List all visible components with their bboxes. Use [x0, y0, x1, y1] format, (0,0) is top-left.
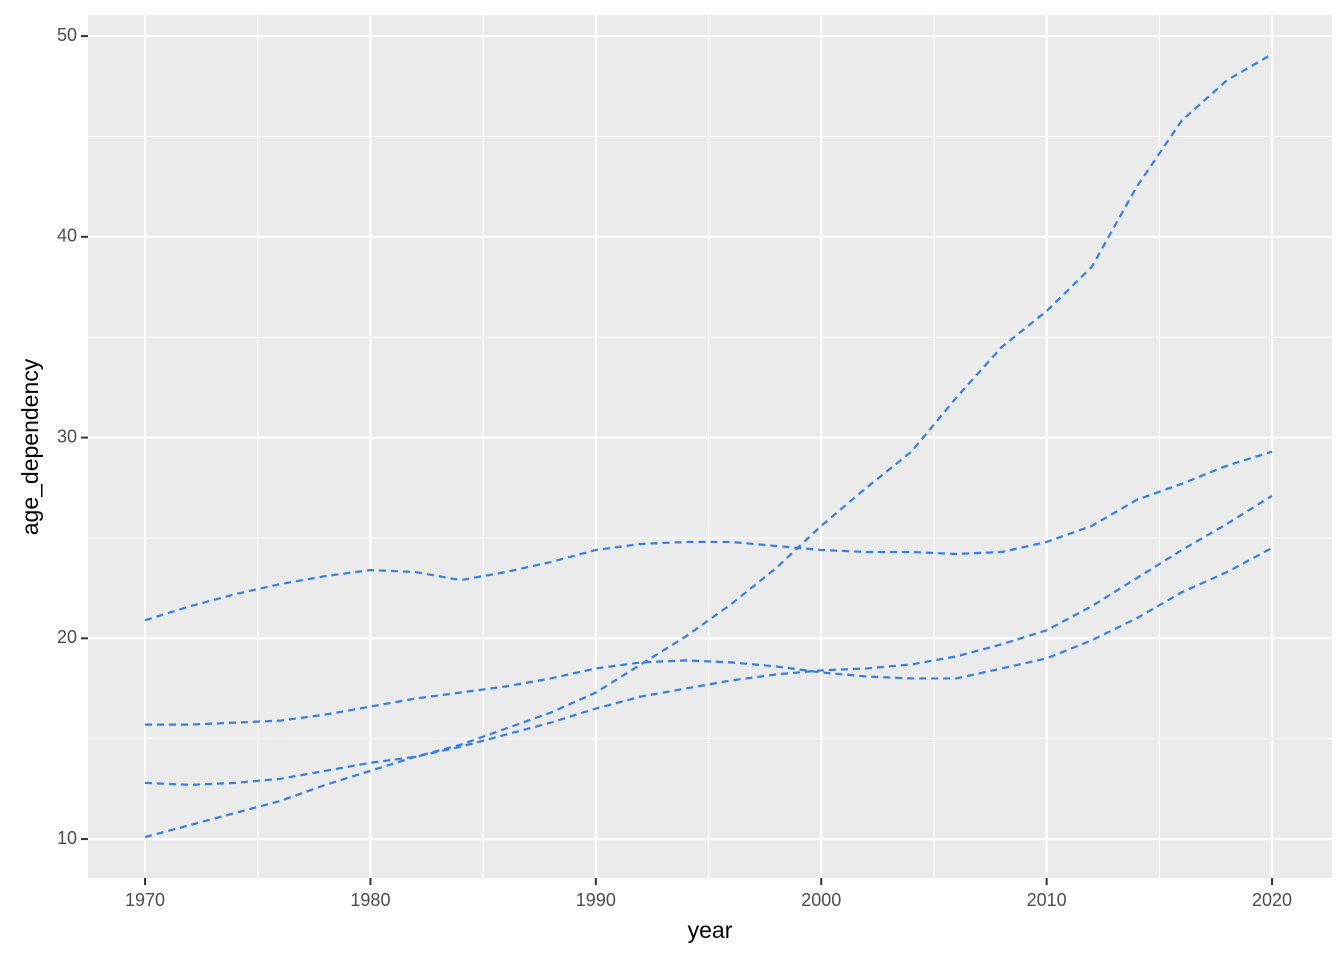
y-axis-title: age_dependency — [17, 358, 43, 535]
y-tick-label: 20 — [57, 627, 77, 647]
x-axis-title: year — [688, 917, 733, 943]
series-line — [144, 53, 1273, 839]
panel — [88, 15, 1332, 878]
y-tick-label: 30 — [57, 426, 77, 446]
x-tick-label: 2000 — [801, 890, 841, 910]
x-tick-label: 2010 — [1027, 890, 1067, 910]
x-tick-label: 2020 — [1252, 890, 1292, 910]
series-line — [144, 450, 1273, 622]
y-tick-label: 40 — [57, 226, 77, 246]
x-tick-label: 1980 — [350, 890, 390, 910]
series-line — [144, 494, 1273, 786]
y-tick-label: 50 — [57, 25, 77, 45]
y-tick-label: 10 — [57, 828, 77, 848]
x-tick-label: 1990 — [576, 890, 616, 910]
series-line — [145, 547, 1273, 726]
x-tick-label: 1970 — [125, 890, 165, 910]
